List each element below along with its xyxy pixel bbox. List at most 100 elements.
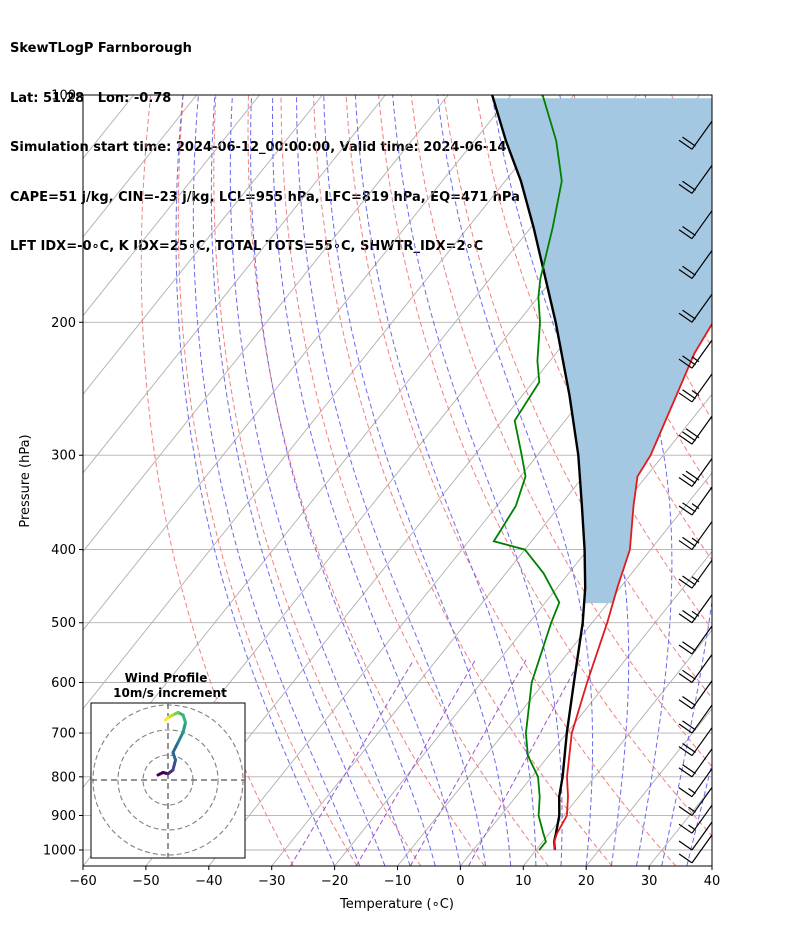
wind-barb-flag xyxy=(682,610,696,621)
y-tick-label: 500 xyxy=(51,616,76,631)
wind-barb xyxy=(678,787,713,816)
wind-barb-staff xyxy=(691,120,713,150)
wind-barb xyxy=(678,210,713,240)
hodograph-segment xyxy=(176,731,185,744)
wind-barb-flag xyxy=(678,505,693,516)
wind-barb-half xyxy=(688,824,696,831)
wind-barb-flag xyxy=(678,358,693,369)
wind-barb-staff xyxy=(691,594,713,624)
wind-barb-flag xyxy=(678,644,693,655)
wind-barb xyxy=(678,821,713,851)
wind-barb-staff xyxy=(691,250,713,279)
dry-adiabat xyxy=(410,95,712,768)
wind-barb-flag xyxy=(682,431,696,442)
wind-barb-flag xyxy=(678,578,693,589)
wind-barb-flag xyxy=(682,669,696,680)
wind-barb-flag xyxy=(682,355,696,366)
wind-barb-staff xyxy=(691,654,713,683)
y-tick-label: 200 xyxy=(51,316,76,331)
y-tick-label: 900 xyxy=(51,809,76,824)
wind-barb-staff xyxy=(691,559,713,589)
wind-barb xyxy=(678,458,713,487)
moist-adiabat xyxy=(192,95,361,866)
dry-adiabat xyxy=(313,95,613,866)
inset-subtitle: 10m/s increment xyxy=(113,686,227,700)
wind-barb-flag xyxy=(678,269,693,279)
wind-barb-flag xyxy=(678,229,693,240)
x-tick-label: −50 xyxy=(132,874,159,889)
wind-barb-flag xyxy=(678,392,693,403)
cape-area xyxy=(493,98,712,604)
inset-title: Wind Profile xyxy=(125,671,208,685)
dry-adiabat xyxy=(573,95,712,421)
moist-adiabat xyxy=(272,95,461,866)
wind-barb-staff xyxy=(691,415,713,445)
wind-barb xyxy=(678,625,713,655)
wind-barb-flag xyxy=(678,613,693,624)
x-tick-label: 30 xyxy=(641,874,658,889)
wind-barb-staff xyxy=(691,768,713,798)
wind-barb xyxy=(678,486,713,516)
y-tick-label: 700 xyxy=(51,727,76,742)
moist-adiabat xyxy=(296,95,487,866)
wind-barb xyxy=(678,293,713,323)
y-tick-label: 100 xyxy=(51,89,76,104)
wind-barb xyxy=(678,594,713,624)
wind-barb-flag xyxy=(678,805,693,816)
x-tick-label: −40 xyxy=(195,874,222,889)
isotherm-line xyxy=(83,95,512,631)
wind-barb-flag xyxy=(682,136,696,147)
title-line-coords: Lat: 51.28 Lon: -0.78 xyxy=(10,90,172,106)
wind-barb xyxy=(678,250,713,279)
wind-barb-staff xyxy=(691,804,713,834)
isotherm-line xyxy=(775,95,794,866)
wind-barb-flag xyxy=(678,434,693,445)
wind-barb-staff xyxy=(691,680,713,710)
wind-barb-flag xyxy=(678,723,693,734)
wind-barb-staff xyxy=(691,727,713,757)
wind-barb-half xyxy=(691,610,700,617)
wind-barb-half xyxy=(688,788,696,795)
wind-barb-flag xyxy=(682,226,696,236)
dry-adiabat xyxy=(280,95,549,866)
x-tick-label: 10 xyxy=(515,874,532,889)
wind-barb-staff xyxy=(691,748,713,778)
dry-adiabat xyxy=(345,95,677,866)
wind-barb-flag xyxy=(678,699,693,710)
y-tick-label: 1000 xyxy=(43,844,76,859)
wind-barb-flag xyxy=(682,536,696,547)
wind-profile-inset: Wind Profile 10m/s increment xyxy=(90,671,246,859)
dry-adiabat xyxy=(703,95,712,117)
wind-barb-flag xyxy=(678,673,693,683)
wind-barb-flag xyxy=(678,183,693,194)
wind-barb-staff xyxy=(691,339,713,369)
wind-barb-flag xyxy=(678,312,693,323)
x-tick-label: −10 xyxy=(384,874,411,889)
y-tick-label: 300 xyxy=(51,449,76,464)
moist-adiabat xyxy=(323,95,512,866)
mixing-ratio-line xyxy=(355,659,476,866)
wind-barb-flag xyxy=(682,696,696,707)
x-tick-label: 20 xyxy=(578,874,595,889)
wind-barb xyxy=(678,339,713,369)
isotherm-line xyxy=(83,95,197,238)
wind-barb xyxy=(678,654,713,683)
wind-barb-half xyxy=(691,537,700,544)
y-tick-label: 800 xyxy=(51,770,76,785)
hodograph-segment xyxy=(164,716,170,722)
wind-barb-flag xyxy=(685,470,700,481)
dry-adiabat xyxy=(140,95,294,866)
wind-barb-flag xyxy=(682,389,696,400)
moist-adiabat xyxy=(392,95,563,866)
isotherm-line xyxy=(711,865,712,866)
dry-adiabat xyxy=(213,95,422,866)
wind-barb xyxy=(678,120,713,150)
dry-adiabat xyxy=(247,95,485,866)
wind-barb-flag xyxy=(682,764,696,775)
x-axis-label: Temperature (∘C) xyxy=(339,897,454,912)
wind-barb-half xyxy=(691,576,700,583)
wind-barb-flag xyxy=(678,139,693,150)
wind-barb-flag xyxy=(678,540,693,551)
isotherm-line xyxy=(460,550,712,866)
